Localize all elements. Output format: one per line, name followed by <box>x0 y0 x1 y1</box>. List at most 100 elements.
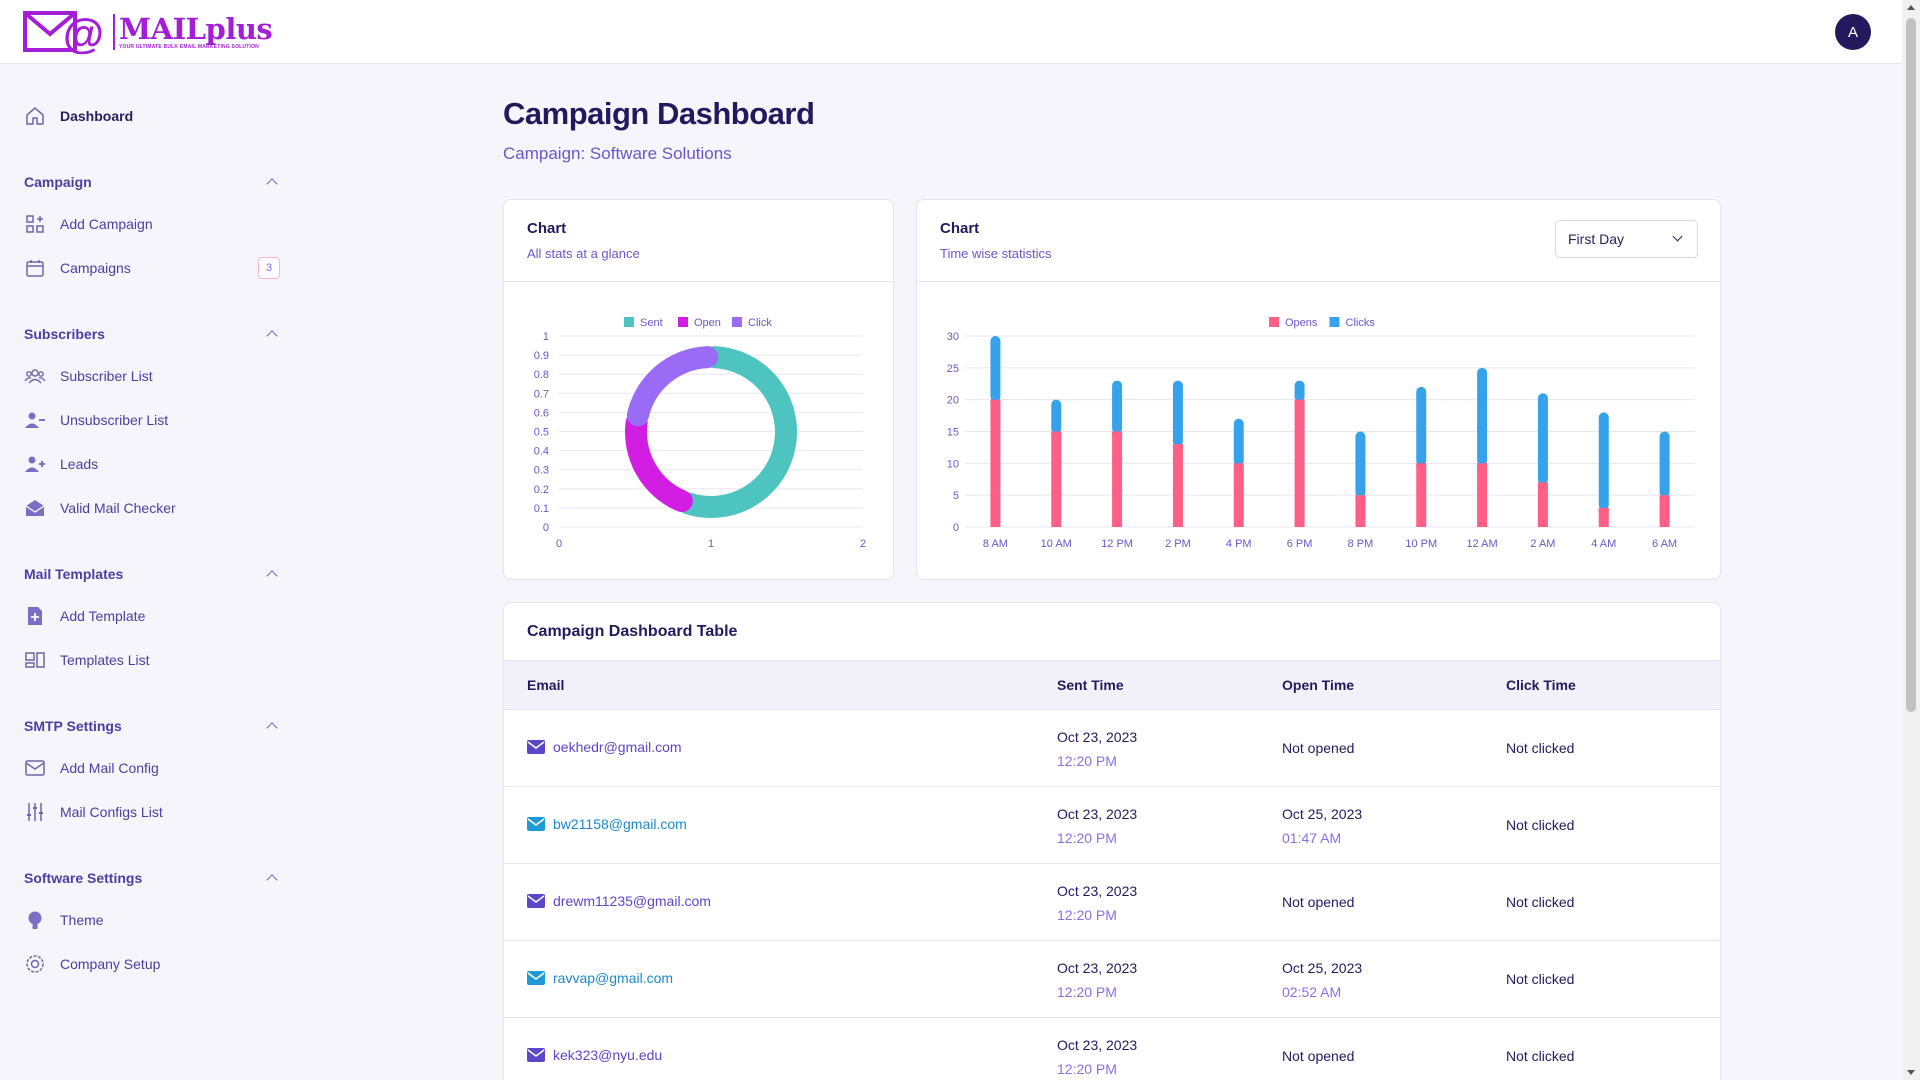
bar-clicks <box>1659 431 1670 498</box>
email-address[interactable]: ravvap@gmail.com <box>553 970 674 986</box>
bar-opens <box>1416 463 1427 527</box>
sidebar-item-valid-mail-checker[interactable]: Valid Mail Checker <box>24 494 280 522</box>
open-status: Not opened <box>1282 740 1355 756</box>
layout-icon <box>24 649 46 671</box>
bar-opens <box>1233 463 1244 527</box>
bar-clicks <box>1112 380 1123 434</box>
section-subscribers[interactable]: Subscribers <box>24 324 280 344</box>
sidebar-item-label: Add Campaign <box>60 216 153 232</box>
scroll-thumb[interactable] <box>1906 18 1916 712</box>
sent-time: 12:20 PM <box>1057 907 1117 923</box>
x-tick-label: 2 <box>860 538 866 550</box>
bar-opens <box>1477 463 1488 527</box>
section-mail-templates[interactable]: Mail Templates <box>24 564 280 584</box>
envelope-at-logo-icon: @ <box>23 10 104 54</box>
sidebar-item-label: Leads <box>60 456 99 472</box>
mail-icon <box>527 894 545 908</box>
open-status: Not opened <box>1282 894 1355 910</box>
page-scrollbar[interactable] <box>1902 0 1920 1080</box>
table-title: Campaign Dashboard Table <box>527 623 738 640</box>
sidebar-item-mail-configs-list[interactable]: Mail Configs List <box>24 798 280 826</box>
sidebar-item-label: Subscriber List <box>60 368 153 384</box>
y-tick-label: 0.7 <box>534 388 549 400</box>
email-address[interactable]: bw21158@gmail.com <box>553 816 687 832</box>
sidebar-item-templates-list[interactable]: Templates List <box>24 646 280 674</box>
email-address[interactable]: drewm11235@gmail.com <box>553 893 711 909</box>
period-select[interactable]: First Day <box>1555 220 1698 258</box>
logo-text: MAILplus <box>119 12 273 46</box>
email-cell[interactable]: bw21158@gmail.com <box>527 816 687 832</box>
sidebar-item-dashboard[interactable]: Dashboard <box>24 102 280 130</box>
sidebar-item-add-template[interactable]: Add Template <box>24 602 280 630</box>
sidebar-item-campaigns[interactable]: Campaigns 3 <box>24 254 280 282</box>
open-status: Not opened <box>1282 1048 1355 1064</box>
x-tick-label: 8 PM <box>1348 538 1374 550</box>
sent-date: Oct 23, 2023 <box>1057 729 1138 745</box>
table-row: kek323@nyu.edu Oct 23, 2023 12:20 PM Not… <box>504 1018 1720 1080</box>
click-status: Not clicked <box>1506 894 1575 910</box>
mail-open-icon <box>24 497 46 519</box>
x-tick-label: 2 PM <box>1165 538 1191 550</box>
bar-opens <box>1172 444 1183 527</box>
section-title: Campaign <box>24 174 92 190</box>
scroll-down-icon[interactable] <box>1907 1070 1915 1075</box>
chevron-up-icon <box>266 722 278 734</box>
y-tick-label: 15 <box>947 427 959 439</box>
sidebar-item-subscriber-list[interactable]: Subscriber List <box>24 362 280 390</box>
sidebar-item-leads[interactable]: Leads <box>24 450 280 478</box>
sidebar-item-theme[interactable]: Theme <box>24 906 280 934</box>
sidebar-item-label: Dashboard <box>60 108 134 124</box>
legend-label: Click <box>748 317 772 329</box>
users-group-icon <box>24 365 46 387</box>
email-cell[interactable]: ravvap@gmail.com <box>527 970 673 986</box>
bar-clicks <box>1172 380 1183 447</box>
email-address[interactable]: kek323@nyu.edu <box>553 1047 663 1063</box>
bar-opens-cap <box>1659 495 1670 500</box>
bar-clicks <box>1416 386 1427 466</box>
click-status: Not clicked <box>1506 971 1575 987</box>
y-tick-label: 0.5 <box>534 427 549 439</box>
scroll-up-icon[interactable] <box>1907 5 1915 10</box>
legend-swatch <box>732 317 742 327</box>
table-row: ravvap@gmail.com Oct 23, 2023 12:20 PM O… <box>504 941 1720 1018</box>
bar-clicks <box>1598 412 1609 510</box>
bar-clicks <box>1477 367 1488 466</box>
table-row: bw21158@gmail.com Oct 23, 2023 12:20 PM … <box>504 787 1720 864</box>
y-tick-label: 20 <box>947 395 959 407</box>
x-tick-label: 10 PM <box>1405 538 1437 550</box>
bar-opens-cap <box>1172 444 1183 449</box>
email-cell[interactable]: oekhedr@gmail.com <box>527 739 682 755</box>
section-smtp-settings[interactable]: SMTP Settings <box>24 716 280 736</box>
chevron-up-icon <box>266 874 278 886</box>
sidebar-item-add-mail-config[interactable]: Add Mail Config <box>24 754 280 782</box>
section-software-settings[interactable]: Software Settings <box>24 868 280 888</box>
sliders-icon <box>24 801 46 823</box>
logo-tagline: YOUR ULTIMATE BULK EMAIL MARKETING SOLUT… <box>119 44 259 50</box>
app-logo[interactable]: @ MAILplus YOUR ULTIMATE BULK EMAIL MARK… <box>23 8 273 56</box>
email-cell[interactable]: kek323@nyu.edu <box>527 1047 662 1063</box>
page-title: Campaign Dashboard <box>503 96 815 131</box>
sidebar-item-label: Add Template <box>60 608 146 624</box>
column-header-email[interactable]: Email <box>527 677 565 693</box>
y-tick-label: 0 <box>543 522 549 534</box>
legend-swatch <box>624 317 634 327</box>
sidebar-item-unsubscriber-list[interactable]: Unsubscriber List <box>24 406 280 434</box>
column-header-sent-time[interactable]: Sent Time <box>1057 677 1124 693</box>
sidebar-item-add-campaign[interactable]: Add Campaign <box>24 210 280 238</box>
user-avatar[interactable]: A <box>1835 14 1871 50</box>
y-tick-label: 25 <box>947 363 959 375</box>
table-row: oekhedr@gmail.com Oct 23, 2023 12:20 PM … <box>504 710 1720 787</box>
column-header-click-time[interactable]: Click Time <box>1506 677 1576 693</box>
lightbulb-icon <box>24 909 46 931</box>
sent-time: 12:20 PM <box>1057 753 1117 769</box>
column-header-open-time[interactable]: Open Time <box>1282 677 1355 693</box>
doughnut-slice-sent <box>677 346 797 518</box>
email-cell[interactable]: drewm11235@gmail.com <box>527 893 711 909</box>
sidebar-item-label: Templates List <box>60 652 150 668</box>
email-address[interactable]: oekhedr@gmail.com <box>553 739 682 755</box>
click-status: Not clicked <box>1506 817 1575 833</box>
sidebar-item-company-setup[interactable]: Company Setup <box>24 950 280 978</box>
mail-icon <box>527 971 545 985</box>
section-campaign[interactable]: Campaign <box>24 172 280 192</box>
legend-label: Clicks <box>1346 317 1376 329</box>
